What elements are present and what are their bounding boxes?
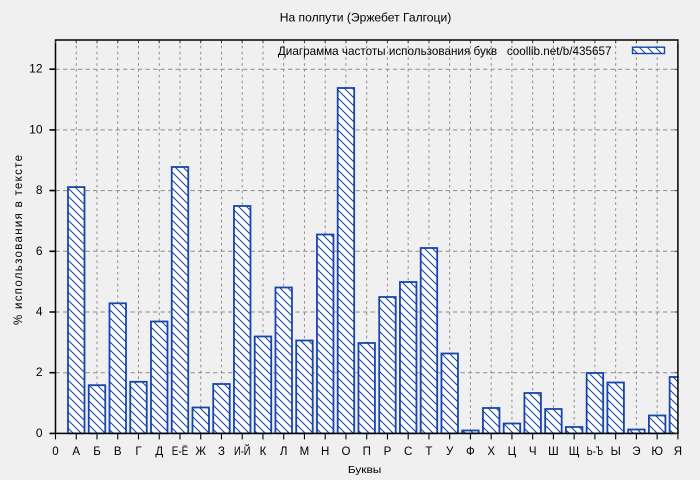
svg-text:Р: Р — [384, 446, 392, 458]
svg-text:О: О — [341, 446, 350, 458]
svg-text:На полпути (Эржебет Галгоци): На полпути (Эржебет Галгоци) — [280, 11, 452, 25]
svg-text:0: 0 — [52, 446, 58, 458]
svg-text:Г: Г — [135, 446, 142, 458]
svg-text:Л: Л — [280, 446, 288, 458]
svg-text:8: 8 — [36, 183, 43, 197]
svg-text:Диаграмма частоты использовани: Диаграмма частоты использования букв coo… — [278, 45, 612, 58]
svg-text:Я: Я — [674, 446, 682, 458]
svg-text:Щ: Щ — [569, 446, 580, 458]
svg-text:Ч: Ч — [529, 446, 537, 458]
svg-text:Ь-Ъ: Ь-Ъ — [587, 446, 604, 458]
svg-text:Ф: Ф — [466, 446, 475, 458]
svg-text:Е-Ё: Е-Ё — [172, 446, 189, 458]
svg-text:В: В — [114, 446, 122, 458]
svg-text:Ж: Ж — [195, 446, 206, 458]
svg-text:6: 6 — [36, 244, 43, 258]
svg-text:Д: Д — [155, 446, 163, 458]
svg-text:Б: Б — [93, 446, 101, 458]
svg-text:С: С — [404, 446, 412, 458]
svg-text:12: 12 — [29, 62, 43, 76]
svg-text:Т: Т — [425, 446, 432, 458]
svg-text:% использования в тексте: % использования в тексте — [13, 155, 25, 325]
svg-text:Ы: Ы — [611, 446, 621, 458]
svg-text:2: 2 — [36, 365, 43, 379]
svg-text:4: 4 — [36, 305, 43, 319]
svg-text:У: У — [446, 446, 454, 458]
svg-text:Буквы: Буквы — [348, 464, 382, 476]
svg-text:10: 10 — [29, 122, 43, 136]
svg-text:П: П — [363, 446, 371, 458]
svg-text:К: К — [260, 446, 267, 458]
svg-text:А: А — [72, 446, 80, 458]
svg-text:Н: Н — [321, 446, 329, 458]
svg-text:М: М — [300, 446, 310, 458]
svg-text:0: 0 — [36, 426, 43, 440]
svg-text:Ц: Ц — [508, 446, 517, 458]
svg-text:Ю: Ю — [651, 446, 663, 458]
svg-text:Х: Х — [487, 446, 495, 458]
svg-text:Э: Э — [632, 446, 640, 458]
svg-text:И-Й: И-Й — [234, 445, 251, 458]
svg-text:Ш: Ш — [548, 446, 559, 458]
svg-text:З: З — [218, 446, 225, 458]
